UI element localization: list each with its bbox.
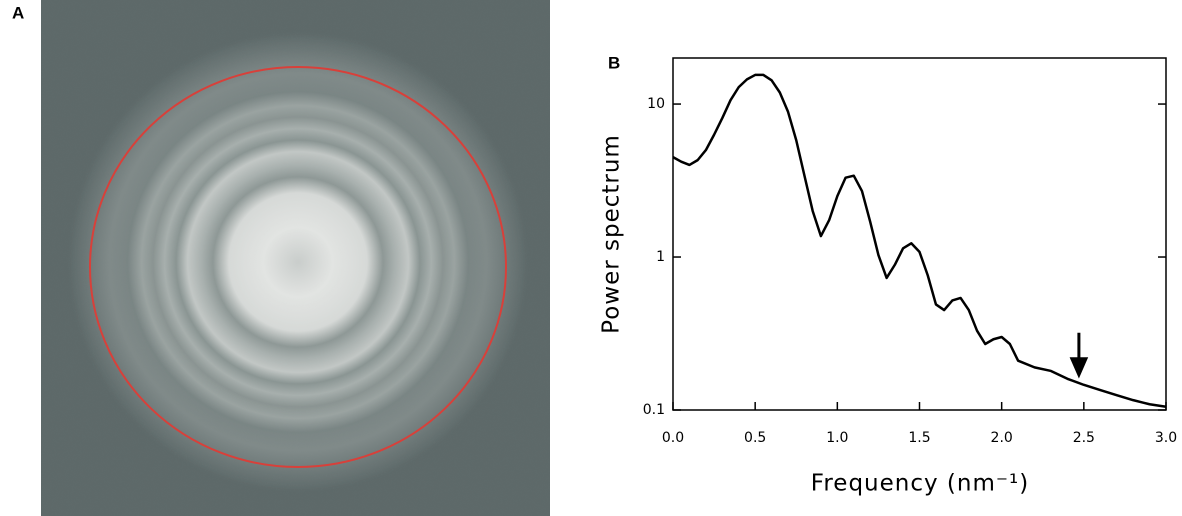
y-tick-label: 0.1 xyxy=(643,402,665,418)
x-tick-label: 0.0 xyxy=(662,430,684,446)
micrograph xyxy=(41,0,550,516)
thon-rings xyxy=(41,0,550,516)
panel-label: A xyxy=(12,3,24,22)
y-tick-label: 1 xyxy=(656,249,665,265)
x-axis-label: Frequency (nm⁻¹) xyxy=(811,471,1029,497)
red-circle xyxy=(89,66,507,468)
y-tick-label: 10 xyxy=(647,96,665,112)
x-tick-label: 1.0 xyxy=(826,430,848,446)
arrow xyxy=(1069,332,1089,379)
plot-frame xyxy=(672,57,1167,411)
x-tick-label: 1.5 xyxy=(908,430,930,446)
panel-label: B xyxy=(608,53,620,72)
y-axis-label: Power spectrum xyxy=(599,134,625,334)
x-tick-label: 2.5 xyxy=(1073,430,1095,446)
x-tick-label: 2.0 xyxy=(991,430,1013,446)
x-tick-label: 0.5 xyxy=(744,430,766,446)
x-tick-label: 3.0 xyxy=(1155,430,1177,446)
spectrum-line xyxy=(672,73,1167,408)
